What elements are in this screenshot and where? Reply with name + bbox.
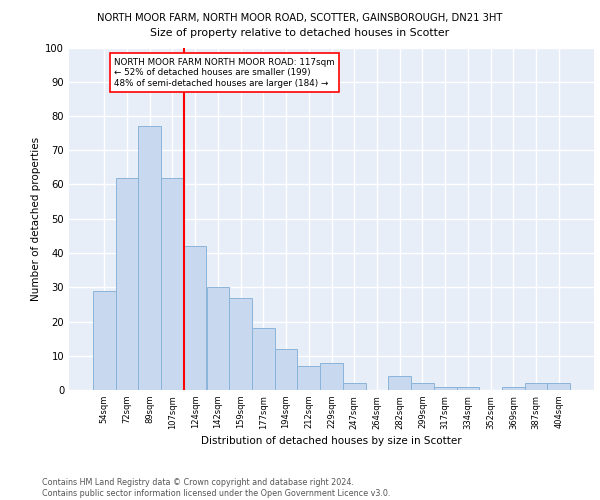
Bar xyxy=(93,290,116,390)
Bar xyxy=(116,178,139,390)
Y-axis label: Number of detached properties: Number of detached properties xyxy=(31,136,41,301)
Bar xyxy=(343,383,365,390)
Bar xyxy=(502,386,524,390)
Text: Size of property relative to detached houses in Scotter: Size of property relative to detached ho… xyxy=(151,28,449,38)
Bar xyxy=(252,328,275,390)
Bar xyxy=(229,298,252,390)
Bar xyxy=(206,287,229,390)
Bar xyxy=(434,386,457,390)
Text: NORTH MOOR FARM NORTH MOOR ROAD: 117sqm
← 52% of detached houses are smaller (19: NORTH MOOR FARM NORTH MOOR ROAD: 117sqm … xyxy=(115,58,335,88)
X-axis label: Distribution of detached houses by size in Scotter: Distribution of detached houses by size … xyxy=(201,436,462,446)
Bar xyxy=(298,366,320,390)
Bar xyxy=(139,126,161,390)
Bar xyxy=(161,178,184,390)
Bar xyxy=(524,383,547,390)
Bar xyxy=(457,386,479,390)
Bar xyxy=(320,362,343,390)
Bar xyxy=(547,383,570,390)
Bar xyxy=(388,376,411,390)
Bar xyxy=(184,246,206,390)
Bar xyxy=(411,383,434,390)
Text: NORTH MOOR FARM, NORTH MOOR ROAD, SCOTTER, GAINSBOROUGH, DN21 3HT: NORTH MOOR FARM, NORTH MOOR ROAD, SCOTTE… xyxy=(97,12,503,22)
Text: Contains HM Land Registry data © Crown copyright and database right 2024.
Contai: Contains HM Land Registry data © Crown c… xyxy=(42,478,391,498)
Bar xyxy=(275,349,298,390)
